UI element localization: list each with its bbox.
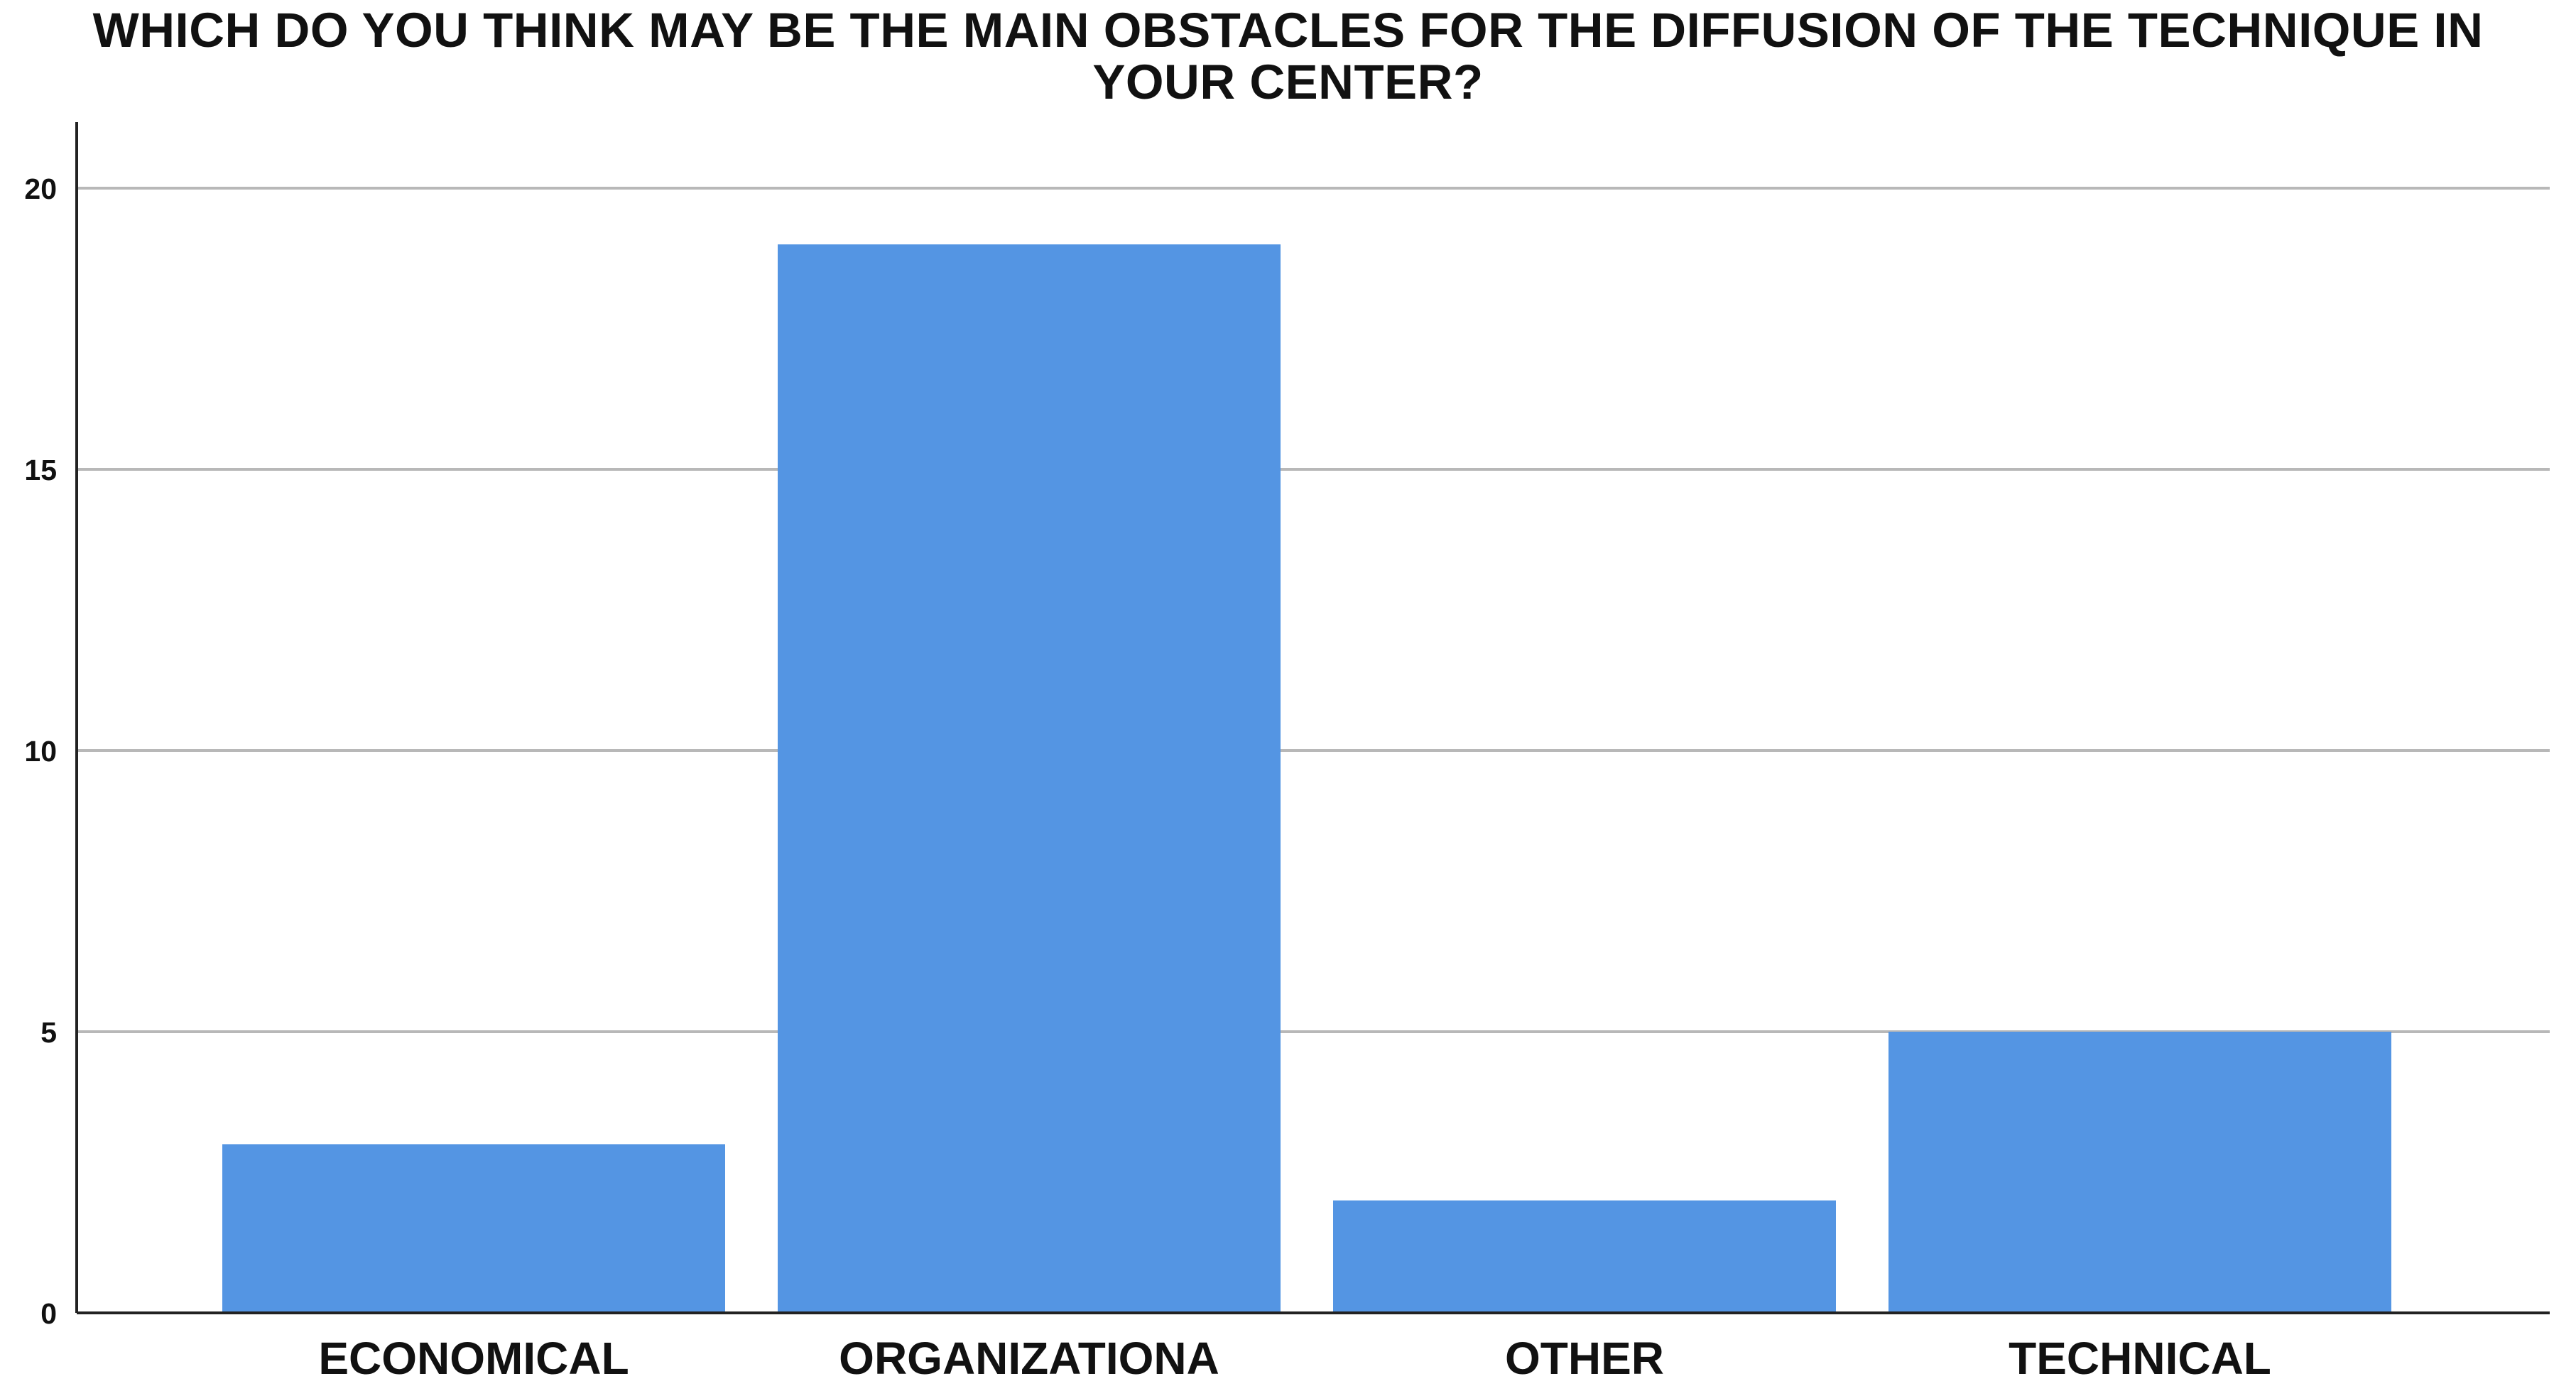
x-category-label-economical: ECONOMICAL bbox=[318, 1333, 629, 1384]
x-category-label-organizationa: ORGANIZATIONA bbox=[839, 1333, 1219, 1384]
bar-other bbox=[1333, 1200, 1836, 1313]
y-tick-label-20: 20 bbox=[24, 173, 57, 205]
chart-title-line-2: YOUR CENTER? bbox=[1092, 55, 1484, 109]
bar-technical bbox=[1888, 1032, 2391, 1313]
gridlines bbox=[77, 187, 2550, 1033]
chart-title-line-1: WHICH DO YOU THINK MAY BE THE MAIN OBSTA… bbox=[92, 3, 2484, 58]
x-category-label-other: OTHER bbox=[1505, 1333, 1664, 1384]
bar-economical bbox=[222, 1144, 725, 1313]
bars bbox=[222, 244, 2391, 1314]
y-tick-label-0: 0 bbox=[40, 1297, 57, 1330]
axes bbox=[75, 122, 2550, 1314]
chart-title: WHICH DO YOU THINK MAY BE THE MAIN OBSTA… bbox=[0, 4, 2576, 108]
x-category-labels: ECONOMICAL ORGANIZATIONA OTHER TECHNICAL bbox=[318, 1333, 2271, 1384]
x-category-label-technical: TECHNICAL bbox=[2009, 1333, 2271, 1384]
y-tick-label-15: 15 bbox=[24, 454, 57, 486]
y-tick-labels: 0 5 10 15 20 bbox=[24, 173, 57, 1330]
y-tick-label-5: 5 bbox=[40, 1016, 57, 1049]
bar-organizationa bbox=[778, 244, 1281, 1314]
y-tick-label-10: 10 bbox=[24, 735, 57, 768]
